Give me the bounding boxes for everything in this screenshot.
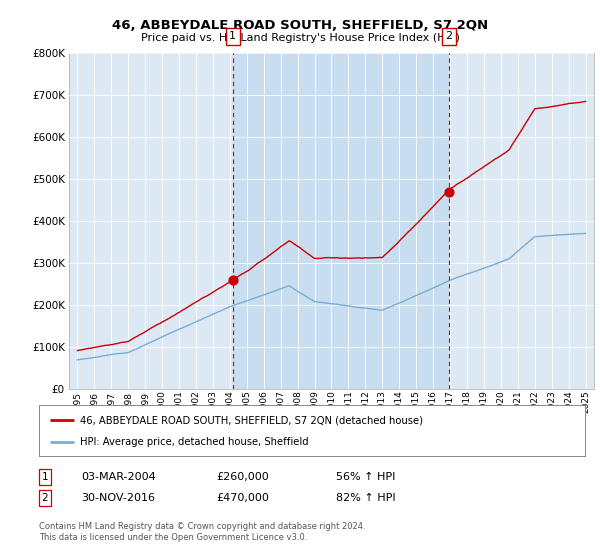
Text: 46, ABBEYDALE ROAD SOUTH, SHEFFIELD, S7 2QN: 46, ABBEYDALE ROAD SOUTH, SHEFFIELD, S7 … (112, 18, 488, 32)
Text: 2: 2 (41, 493, 49, 503)
Point (228, 276, 238, 284)
Text: Price paid vs. HM Land Registry's House Price Index (HPI): Price paid vs. HM Land Registry's House … (140, 33, 460, 43)
Point (444, 187, 454, 197)
Text: 56% ↑ HPI: 56% ↑ HPI (336, 472, 395, 482)
Text: 03-MAR-2004: 03-MAR-2004 (81, 472, 156, 482)
Text: HPI: Average price, detached house, Sheffield: HPI: Average price, detached house, Shef… (80, 437, 308, 447)
Text: 82% ↑ HPI: 82% ↑ HPI (336, 493, 395, 503)
Text: 46, ABBEYDALE ROAD SOUTH, SHEFFIELD, S7 2QN (detached house): 46, ABBEYDALE ROAD SOUTH, SHEFFIELD, S7 … (80, 416, 423, 426)
Bar (233, 53, 449, 389)
Text: 1: 1 (41, 472, 49, 482)
Text: 30-NOV-2016: 30-NOV-2016 (81, 493, 155, 503)
Text: 2: 2 (445, 31, 452, 41)
Text: Contains HM Land Registry data © Crown copyright and database right 2024.
This d: Contains HM Land Registry data © Crown c… (39, 521, 365, 543)
Text: 1: 1 (229, 31, 236, 41)
Text: £470,000: £470,000 (216, 493, 269, 503)
Text: £260,000: £260,000 (216, 472, 269, 482)
